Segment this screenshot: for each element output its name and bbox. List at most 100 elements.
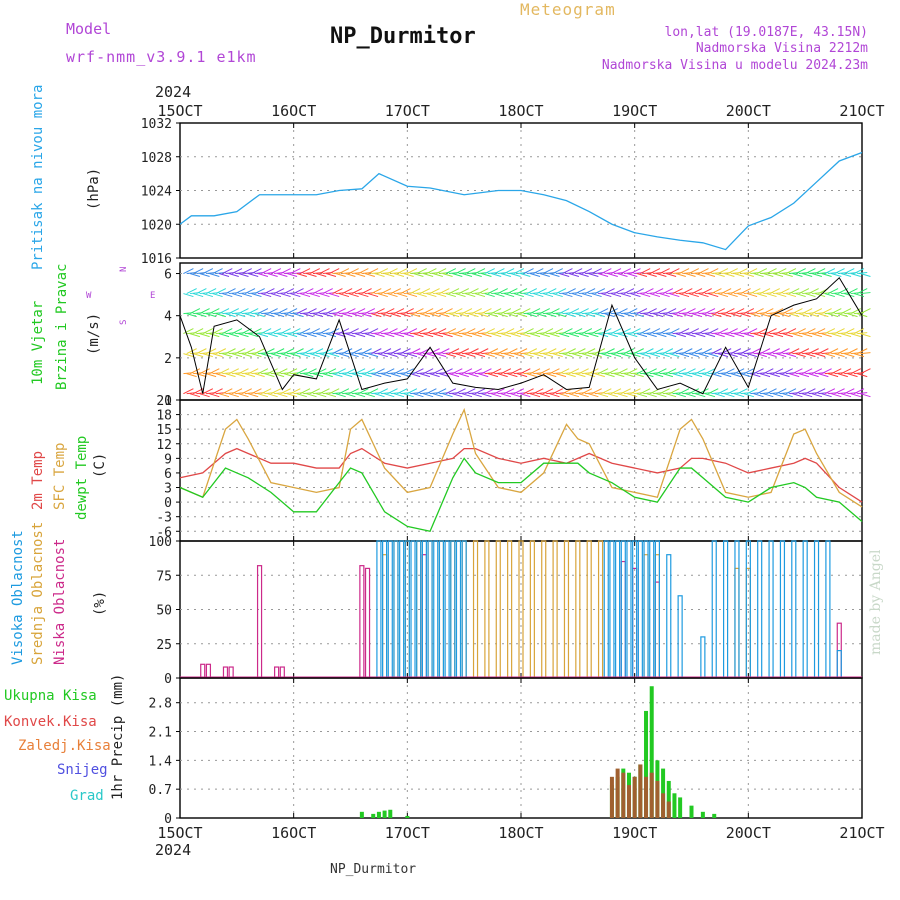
- cloud-bar: [461, 540, 467, 679]
- wind-barb: [241, 293, 252, 298]
- wind-barb: [837, 373, 848, 378]
- wind-barb: [306, 308, 317, 315]
- wind-barb: [802, 393, 813, 398]
- cloud-bar: [722, 540, 729, 679]
- wind-barb: [860, 393, 871, 398]
- wind-barb: [309, 328, 320, 335]
- wind-barb: [299, 293, 311, 298]
- wind-barb: [497, 288, 508, 295]
- xtick-label-top: 15OCT: [157, 102, 202, 120]
- wind-barb: [332, 288, 343, 295]
- wind-barb: [552, 328, 563, 335]
- wind-barb: [721, 373, 732, 378]
- wind-barb: [516, 288, 528, 295]
- wind-barb: [802, 333, 813, 338]
- wind-barb: [714, 308, 725, 315]
- wind-barb: [727, 328, 738, 335]
- wind-barb: [798, 313, 810, 318]
- wind-barb: [507, 313, 518, 318]
- wind-barb: [772, 333, 784, 338]
- wind-barb: [422, 368, 434, 375]
- wind-barb: [610, 293, 622, 298]
- wind-barb: [218, 368, 230, 375]
- wind-barb: [202, 293, 213, 298]
- wind-barb: [491, 333, 502, 338]
- wind-barb: [257, 308, 269, 315]
- wind-barb: [701, 348, 712, 355]
- wind-barb: [568, 393, 580, 398]
- wind-barb: [853, 328, 865, 335]
- wind-barb: [575, 373, 586, 378]
- wind-barb: [319, 268, 330, 274]
- wind-barb: [503, 293, 515, 298]
- ytick-label-cloud: 75: [156, 569, 172, 584]
- precip-bar: [359, 811, 364, 818]
- wind-barb: [733, 333, 745, 338]
- wind-barb: [481, 273, 492, 278]
- wind-barb: [782, 393, 793, 398]
- wind-barb: [824, 353, 835, 358]
- temp-line-0: [179, 447, 863, 503]
- wind-barb: [769, 313, 780, 318]
- wind-barb: [461, 273, 473, 278]
- wind-barb: [261, 293, 272, 298]
- wind-barb: [840, 393, 852, 398]
- wind-barb: [183, 328, 194, 335]
- wind-barb: [448, 348, 460, 355]
- wind-barb: [737, 353, 748, 358]
- wind-barb: [241, 353, 252, 358]
- precip-bar: [649, 686, 654, 818]
- cloud-bar: [205, 663, 212, 679]
- wind-barb: [338, 328, 350, 335]
- wind-barb: [782, 368, 793, 375]
- wind-barb: [303, 373, 314, 378]
- wind-barb: [510, 368, 521, 375]
- wind-barb: [406, 328, 418, 335]
- chart-title: NP_Durmitor: [330, 24, 476, 49]
- wind-barb: [351, 288, 363, 295]
- xtick-label-top: 20OCT: [726, 102, 771, 120]
- wind-barb: [743, 308, 755, 315]
- wind-barb: [626, 308, 638, 315]
- wind-barb: [785, 328, 797, 335]
- wind-barb: [393, 368, 405, 375]
- wind-barb: [202, 353, 213, 358]
- wind-barb: [688, 388, 699, 395]
- wind-barb: [756, 268, 768, 274]
- legend-precip-3: Snijeg: [57, 762, 108, 778]
- wind-barb: [445, 388, 457, 395]
- wind-barb: [588, 393, 599, 398]
- wind-barb: [212, 268, 223, 274]
- wind-barb: [484, 268, 495, 274]
- wind-barb: [442, 273, 453, 278]
- wind-barb: [358, 353, 369, 358]
- wind-barb: [698, 293, 709, 298]
- wind-barb: [533, 328, 544, 335]
- wind-barb: [490, 368, 502, 375]
- wind-barb: [270, 268, 282, 274]
- model-altitude-label: Nadmorska Visina u modelu 2024.23m: [601, 58, 868, 73]
- wind-barb: [853, 353, 865, 358]
- wind-barb: [610, 328, 622, 335]
- wind-barb: [769, 288, 780, 295]
- wind-barb: [669, 388, 680, 395]
- wind-barb: [413, 368, 424, 375]
- wind-barb: [584, 288, 596, 295]
- cloud-bar: [836, 649, 842, 679]
- cloud-bar: [364, 567, 371, 679]
- cloud-bar: [256, 565, 263, 679]
- wind-barb: [283, 348, 295, 355]
- wind-barb: [183, 293, 194, 298]
- wind-barb: [581, 353, 593, 358]
- wind-barb: [575, 313, 586, 318]
- xtick-label-bottom: 20OCT: [726, 824, 771, 842]
- wind-barb: [277, 333, 288, 338]
- wind-barb: [413, 273, 424, 278]
- wind-barb: [435, 293, 447, 298]
- wind-barb: [387, 268, 398, 274]
- wind-barb: [494, 353, 505, 358]
- wind-barb: [215, 288, 227, 295]
- precip-bar: [638, 764, 643, 818]
- wind-barb: [503, 268, 515, 274]
- wind-barb: [293, 288, 304, 295]
